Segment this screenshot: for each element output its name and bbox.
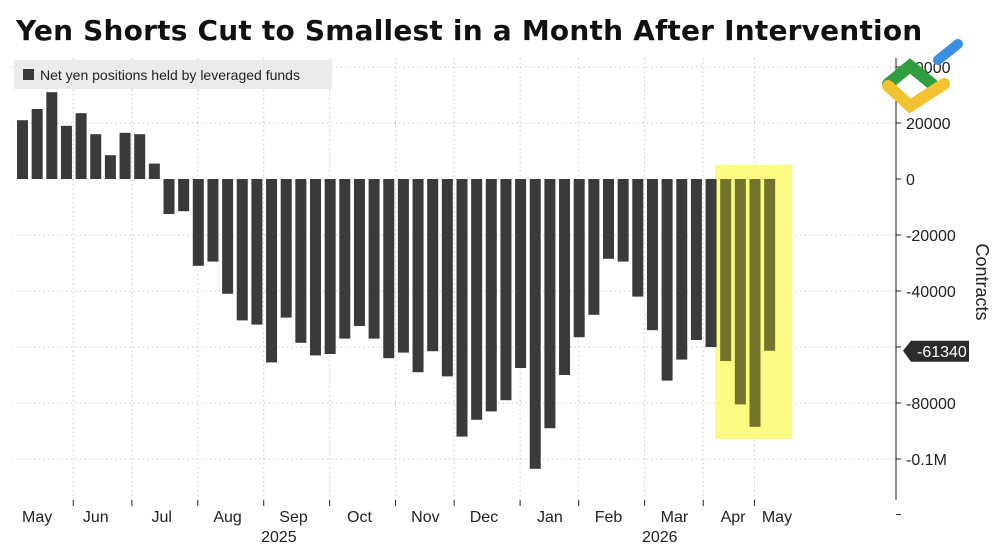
- bar: [163, 179, 175, 214]
- bar: [456, 179, 468, 437]
- bar: [734, 179, 746, 405]
- bar: [192, 179, 204, 266]
- x-axis: May Jun Jul Aug Sep Oct Nov Dec Jan Feb Mar Apr May 2…: [22, 500, 792, 545]
- x-tick-label: Jan: [537, 509, 563, 526]
- bar: [90, 134, 102, 179]
- x-year-label: 2026: [642, 529, 678, 545]
- bar: [749, 179, 761, 427]
- bar: [764, 179, 776, 351]
- legend-label: Net yen positions held by leveraged fund…: [40, 67, 300, 83]
- bar: [485, 179, 497, 412]
- bar: [222, 179, 234, 294]
- x-tick-label: Dec: [470, 509, 498, 526]
- bar: [441, 179, 453, 377]
- bar: [295, 179, 307, 343]
- bar: [60, 125, 72, 179]
- bars: [17, 92, 776, 469]
- bar: [310, 179, 321, 356]
- last-value-callout: -61340: [903, 340, 969, 362]
- x-tick-label: Sep: [279, 509, 308, 526]
- bar: [75, 113, 87, 179]
- y-tick-label: -20000: [906, 228, 956, 245]
- bar: [280, 179, 292, 318]
- bar: [705, 179, 717, 347]
- bar: [427, 179, 439, 352]
- legend-swatch: [23, 69, 34, 80]
- last-value-tag: [903, 340, 969, 362]
- bar: [251, 179, 263, 325]
- x-tick-label: Aug: [213, 509, 241, 526]
- chart-title: Yen Shorts Cut to Smallest in a Month Af…: [16, 14, 923, 47]
- bar: [588, 179, 600, 315]
- y-tick-label: 20000: [906, 116, 951, 133]
- bar: [617, 179, 629, 262]
- x-tick-label: Feb: [595, 509, 623, 526]
- y-tick-label: -40000: [906, 284, 956, 301]
- logo-yellow-chevron: [882, 78, 950, 114]
- bar: [324, 179, 336, 354]
- bar: [46, 92, 58, 179]
- x-tick-label: Oct: [347, 509, 372, 526]
- bar: [266, 179, 278, 363]
- bar: [207, 179, 219, 262]
- bar: [720, 179, 732, 361]
- bar: [544, 179, 556, 429]
- bar: [17, 120, 28, 179]
- litefinance-logo: [882, 39, 963, 114]
- y-tick-label: -0.1M: [906, 452, 947, 469]
- x-tick-label: Jul: [151, 509, 171, 526]
- legend: Net yen positions held by leveraged fund…: [14, 60, 332, 89]
- bar: [632, 179, 644, 297]
- logo-green-chevron: [882, 58, 938, 90]
- x-tick-label: Nov: [411, 509, 439, 526]
- bar: [178, 179, 190, 212]
- bar: [383, 179, 395, 359]
- bar: [529, 179, 541, 469]
- bar: [148, 163, 160, 179]
- bar: [339, 179, 351, 339]
- x-tick-label: Apr: [721, 509, 747, 526]
- x-year-label: 2025: [261, 529, 297, 545]
- bar: [368, 179, 380, 339]
- grid-lines: [12, 58, 896, 500]
- last-value-label: -61340: [917, 344, 967, 361]
- logo-blue-stroke: [933, 39, 963, 65]
- bar: [661, 179, 673, 381]
- bar: [134, 134, 146, 179]
- bar: [412, 179, 424, 373]
- bar: [646, 179, 658, 331]
- y-axis-label: Contracts: [972, 243, 992, 320]
- bar: [104, 155, 116, 179]
- x-tick-label: Jun: [83, 509, 109, 526]
- bar: [573, 179, 585, 338]
- bar: [119, 132, 131, 179]
- bar: [500, 179, 512, 401]
- bar: [676, 179, 688, 360]
- x-tick-label: May: [22, 509, 52, 526]
- bar: [236, 179, 248, 321]
- x-tick-label: Mar: [661, 509, 689, 526]
- bar: [471, 179, 483, 420]
- legend-background: [14, 60, 332, 89]
- bar: [31, 109, 43, 179]
- bar: [353, 179, 365, 326]
- y-tick-label: -80000: [906, 396, 956, 413]
- bar: [603, 179, 614, 259]
- bar: [559, 179, 571, 375]
- bar: [397, 179, 409, 353]
- bar: [690, 179, 702, 340]
- x-tick-label: May: [762, 509, 792, 526]
- bar: [515, 179, 527, 368]
- y-tick-label: 0: [906, 172, 915, 189]
